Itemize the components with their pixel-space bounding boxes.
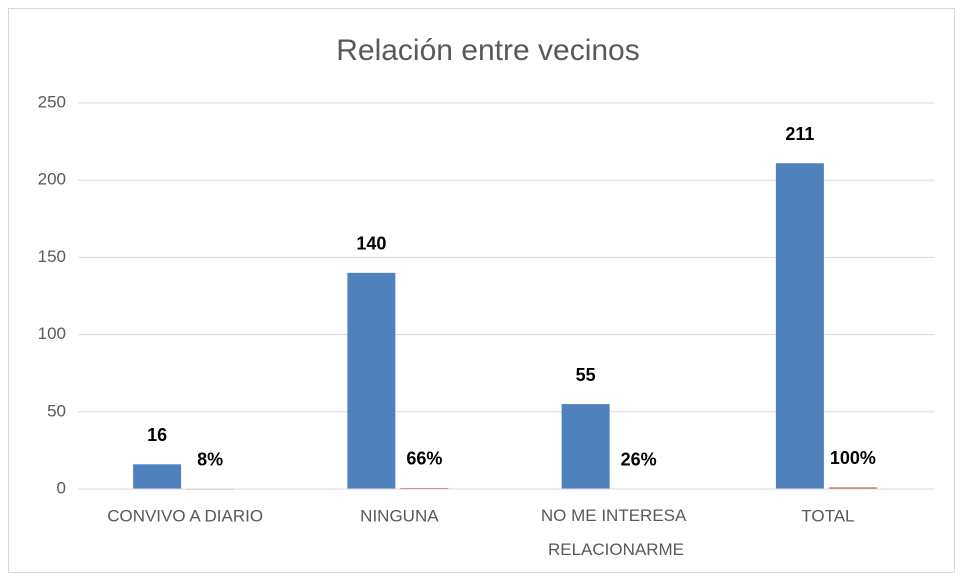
bar — [561, 404, 610, 489]
y-tick-label: 100 — [38, 324, 66, 343]
bar — [828, 487, 877, 489]
value-label: 16 — [147, 425, 167, 445]
bar — [775, 163, 824, 489]
value-label: 140 — [356, 234, 386, 254]
value-label: 26% — [621, 449, 657, 469]
x-tick-label: CONVIVO A DIARIO — [107, 506, 263, 525]
value-label: 8% — [197, 450, 223, 470]
x-tick-label: TOTAL — [801, 506, 854, 525]
x-tick-label: NO ME INTERESA RELACIONARME — [541, 506, 687, 559]
chart-title: Relación entre vecinos — [336, 34, 640, 67]
value-label: 66% — [406, 449, 442, 469]
bar — [400, 487, 449, 489]
y-tick-label: 150 — [38, 247, 66, 266]
value-label: 211 — [785, 124, 814, 144]
x-tick-label: NINGUNA — [360, 506, 439, 525]
bar — [133, 464, 182, 489]
y-tick-label: 50 — [47, 401, 66, 420]
y-tick-label: 250 — [38, 92, 66, 111]
value-label: 55 — [576, 365, 596, 385]
value-label: 100% — [830, 448, 876, 468]
y-tick-label: 0 — [57, 478, 66, 497]
bar — [347, 272, 396, 489]
y-tick-label: 200 — [38, 170, 66, 189]
